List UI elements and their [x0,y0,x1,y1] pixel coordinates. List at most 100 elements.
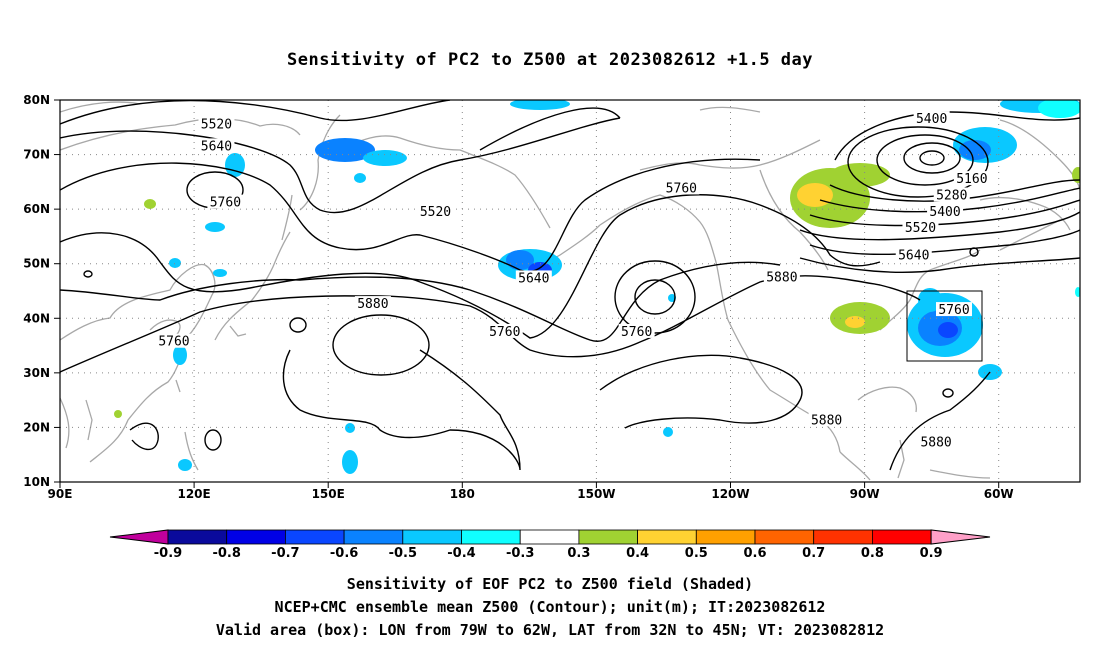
colorbar-label: -0.4 [447,546,475,561]
contour-label-bg [155,333,192,348]
contour-label-bg [198,116,235,131]
sensitivity-patch [1072,167,1080,183]
lon-tick-label: 90E [48,487,73,501]
z500-contours [60,100,1080,471]
sensitivity-patch [1075,287,1080,297]
sensitivity-patch [173,345,187,365]
lat-tick-label: 70N [23,148,50,162]
sensitivity-patch [205,222,225,232]
lat-tick-label: 30N [23,366,50,380]
contour-label-bg [618,323,655,338]
contour-label-bg [913,111,950,126]
contour-label: 5400 [929,205,960,220]
lon-tick-label: 60W [984,487,1014,501]
sensitivity-patch [225,153,245,177]
sensitivity-patch [938,322,958,338]
longitude-axis: 90E 120E 150E 180 150W 120W 90W 60W [48,482,1014,501]
sensitivity-patch [345,423,355,433]
contour-label-bg [895,247,932,262]
lat-tick-label: 80N [23,93,50,107]
colorbar-swatch [519,529,580,545]
sensitivity-shading [114,100,1080,474]
colorbar-label: -0.3 [506,546,534,561]
colorbar-swatch [343,529,404,545]
sensitivity-patch [510,100,570,110]
contour-label: 5880 [766,270,797,285]
contour-label: 5520 [905,221,936,236]
contour-label-bg [486,323,523,338]
sensitivity-patch [342,450,358,474]
contour-label-bg [663,180,700,195]
sensitivity-patch [354,173,366,183]
sensitivity-patch [830,163,890,187]
contour-label-bg [927,203,964,218]
sensitivity-patch [169,258,181,268]
sensitivity-patch [144,199,156,209]
lon-tick-label: 150E [312,487,345,501]
contour-label-bg [953,171,990,186]
lat-tick-label: 60N [23,202,50,216]
colorbar-swatch [226,529,286,545]
lon-tick-label: 120E [177,487,210,501]
sensitivity-patch [178,459,192,471]
colorbar-swatch [872,529,932,545]
contour-label-bg [936,302,972,317]
colorbar-swatch [461,529,521,545]
lon-tick-label: 90W [850,487,880,501]
valid-area-box [906,290,983,362]
contour-label: 5760 [489,325,520,340]
contour-label: 5880 [357,297,388,312]
sensitivity-patch [797,183,833,207]
sensitivity-patch [959,140,991,160]
colorbar-swatch [167,529,228,545]
colorbar-label: 0.3 [567,546,590,561]
contour-label: 5160 [956,172,987,187]
colorbar-swatch [695,529,756,545]
gridlines [60,100,1080,482]
lon-tick-label: 150W [577,487,615,501]
lat-tick-label: 10N [23,475,50,489]
contour-label: 5520 [420,205,451,220]
lon-tick-label: 120W [711,487,749,501]
contour-label-bg [515,270,552,285]
sensitivity-patch [845,316,865,328]
sensitivity-patch [663,427,673,437]
caption-line-1: Sensitivity of EOF PC2 to Z500 field (Sh… [346,575,754,593]
sensitivity-patch [668,294,676,302]
contour-label: 5520 [201,118,232,133]
contour-label: 5760 [158,335,189,350]
colorbar-swatch [578,529,639,545]
colorbar-label: 0.9 [920,546,943,561]
lat-tick-label: 50N [23,257,50,271]
contour-label: 5280 [936,188,967,203]
contour-label: 5640 [201,139,232,154]
sensitivity-patch [213,269,227,277]
map-frame [59,99,1081,483]
sensitivity-patch [506,250,534,270]
colorbar-label: 0.7 [802,546,825,561]
latitude-axis: 80N 70N 60N 50N 40N 30N 20N 10N [23,93,60,489]
contour-label-bg [933,187,970,202]
contour-labels: 5520 5640 5760 5520 5640 5760 5760 5880 5760 5760… [155,111,990,451]
lat-tick-label: 20N [23,420,50,434]
colorbar-label: -0.9 [154,546,182,561]
contour-label: 5880 [811,413,842,428]
sensitivity-patch [1038,100,1080,118]
caption-line-3: Valid area (box): LON from 79W to 62W, L… [215,621,885,639]
contour-label: 5760 [938,303,969,318]
contour-label: 5760 [210,196,241,211]
colorbar-swatch [813,529,873,545]
sensitivity-patch [363,150,407,166]
colorbar-label: -0.6 [330,546,358,561]
colorbar-swatch [637,529,697,545]
colorbar: -0.9 -0.8 -0.7 -0.6 -0.5 -0.4 -0.3 0.3 0.4 0.5 0.6… [109,529,991,561]
contour-label: 5760 [666,181,697,196]
contour-label: 5640 [518,271,549,286]
contour-label-bg [207,194,244,209]
contour-label-bg [902,220,939,235]
colorbar-label: -0.5 [389,546,417,561]
colorbar-swatch [284,529,345,545]
contour-label-bg [417,203,454,218]
colorbar-label: -0.7 [271,546,299,561]
